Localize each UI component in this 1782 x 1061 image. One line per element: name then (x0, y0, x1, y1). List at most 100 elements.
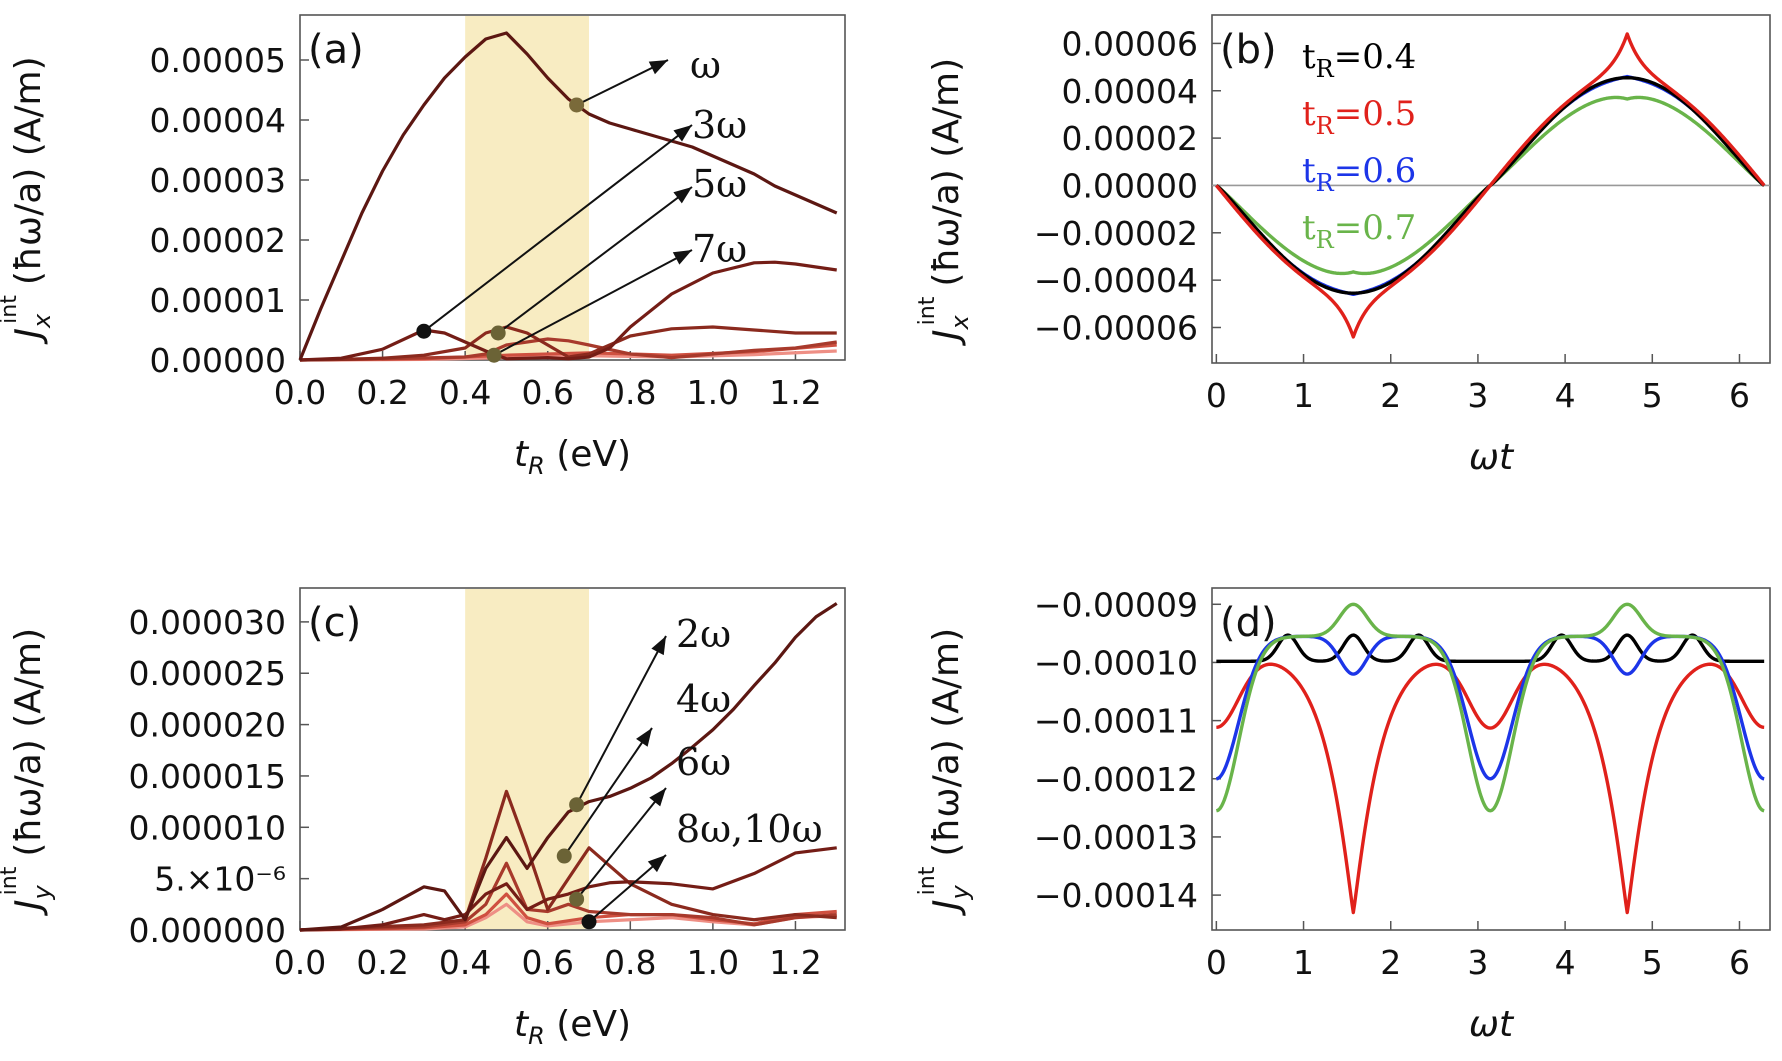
legend-subscript: R (1316, 112, 1335, 140)
series-line-5ω (299, 325, 837, 362)
y-label-unit: (ħω/a) (A/m) (8, 56, 49, 285)
y-label-superscript: int (0, 866, 22, 895)
y-label-symbol: J (926, 900, 967, 917)
legend-value: =0.4 (1334, 37, 1417, 77)
panel-b: 0 1 2 3 4 5 6 −0.00006 −0.00004 −0.00002 0.00000 0.… (915, 14, 1771, 478)
plot-frame (299, 587, 846, 931)
x-tick-label: 1.2 (769, 943, 821, 982)
x-tick-label: 0.4 (439, 373, 491, 412)
annotation-arrowhead (648, 60, 668, 75)
y-label-superscript: int (915, 296, 940, 325)
annotation-marker (490, 325, 506, 341)
y-label-symbol: J (926, 330, 967, 347)
legend-entry: tR=0.4 (1302, 37, 1416, 83)
x-tick-label: 3 (1467, 376, 1488, 415)
x-tick-label: 0.0 (274, 373, 326, 412)
x-tick-label: 1 (1293, 376, 1314, 415)
legend-value: =0.5 (1334, 94, 1417, 134)
x-tick-label: 6 (1729, 943, 1750, 982)
x-axis-label: tR (eV) (514, 1004, 631, 1050)
x-label-symbol: t (514, 1004, 530, 1045)
panel-label: (b) (1220, 27, 1277, 73)
series-line-2 (1215, 634, 1765, 781)
x-tick-label: 6 (1729, 376, 1750, 415)
x-tick-label: 1.0 (687, 943, 739, 982)
series-line-7ω (299, 337, 837, 362)
annotation-marker (581, 914, 597, 930)
panel-label: (a) (308, 27, 364, 73)
x-label-symbol: t (514, 434, 530, 475)
x-label-subscript: R (528, 452, 545, 480)
y-tick-label: 0.00004 (150, 101, 286, 140)
y-tick-label: 0.00006 (1062, 24, 1198, 63)
y-label-subscript: x (28, 313, 56, 329)
series-line-ω (298, 31, 838, 361)
x-tick-label: 3 (1467, 943, 1488, 982)
y-tick-label: −0.00002 (1034, 214, 1198, 253)
annotation-label: 4ω (676, 677, 731, 721)
x-tick-label: 0.8 (604, 373, 656, 412)
legend-entry: tR=0.7 (1302, 208, 1416, 254)
y-tick-label: −0.00009 (1034, 585, 1198, 624)
x-tick-label: 0.2 (356, 373, 408, 412)
annotation-label: 7ω (692, 227, 747, 271)
series-line-1 (1215, 32, 1766, 339)
y-tick-label: −0.00010 (1034, 643, 1198, 682)
y-tick-label: 0.000025 (129, 654, 286, 693)
y-label-superscript: int (915, 866, 940, 895)
y-tick-label: −0.00013 (1034, 818, 1198, 857)
shaded-region (465, 16, 590, 359)
series-line-2ω (299, 602, 838, 932)
y-tick-label: −0.00014 (1034, 876, 1198, 915)
y-axis-label: Jyint (ħω/a) (A/m) (915, 628, 974, 916)
y-tick-label: 0.00000 (150, 341, 286, 380)
y-tick-label: 0.000015 (129, 757, 286, 796)
legend-subscript: R (1316, 55, 1335, 83)
x-tick-label: 4 (1555, 376, 1576, 415)
x-label-symbol: ωt (1469, 437, 1515, 478)
panel-a: 0.0 0.2 0.4 0.6 0.8 1.0 1.2 0.00000 0.00001 0.000… (0, 14, 846, 480)
x-tick-label: 0.6 (521, 943, 573, 982)
x-axis-label: ωt (1469, 437, 1515, 478)
y-label-subscript: y (946, 885, 974, 901)
x-tick-label: 0.0 (274, 943, 326, 982)
annotation-label: 6ω (676, 740, 731, 784)
annotation-marker (569, 797, 585, 813)
panel-d: 0 1 2 3 4 5 6 −0.00014 −0.00013 −0.00012 −0.00011 −… (915, 585, 1771, 1045)
x-tick-label: 0 (1206, 943, 1227, 982)
y-label-unit: (ħω/a) (A/m) (926, 628, 967, 857)
annotation-arrow (575, 787, 667, 900)
x-tick-label: 4 (1555, 943, 1576, 982)
panel-label: (c) (308, 600, 361, 646)
x-tick-label: 1.0 (687, 373, 739, 412)
plot-frame (1211, 14, 1771, 364)
legend-symbol: t (1302, 151, 1316, 191)
annotation-arrow (423, 124, 693, 332)
y-tick-label: −0.00006 (1034, 308, 1198, 347)
y-tick-label: 0.000030 (129, 603, 286, 642)
legend-symbol: t (1302, 94, 1316, 134)
series-line-1 (1215, 662, 1765, 915)
annotation-arrow (563, 727, 653, 857)
x-tick-label: 5 (1642, 943, 1663, 982)
annotation-marker (556, 848, 572, 864)
legend-symbol: t (1302, 37, 1316, 77)
y-tick-label: 0.00003 (150, 161, 286, 200)
annotation-arrow (575, 635, 667, 806)
x-tick-label: 0.6 (521, 373, 573, 412)
x-tick-label: 1.2 (769, 373, 821, 412)
annotation-marker (569, 891, 585, 907)
y-label-unit: (ħω/a) (A/m) (8, 628, 49, 857)
legend-entry: tR=0.5 (1302, 94, 1416, 140)
series-line-4ω (299, 846, 837, 932)
y-axis-label: Jxint (ħω/a) (A/m) (915, 58, 974, 346)
panel-label: (d) (1220, 600, 1277, 646)
legend-value: =0.7 (1334, 208, 1417, 248)
x-axis-label: ωt (1469, 1004, 1515, 1045)
annotation-arrow (493, 249, 693, 357)
y-tick-label: 0.00005 (150, 41, 286, 80)
annotation-arrow (497, 186, 693, 334)
y-tick-label: 0.00000 (1062, 166, 1198, 205)
series-line-3 (1215, 602, 1765, 813)
